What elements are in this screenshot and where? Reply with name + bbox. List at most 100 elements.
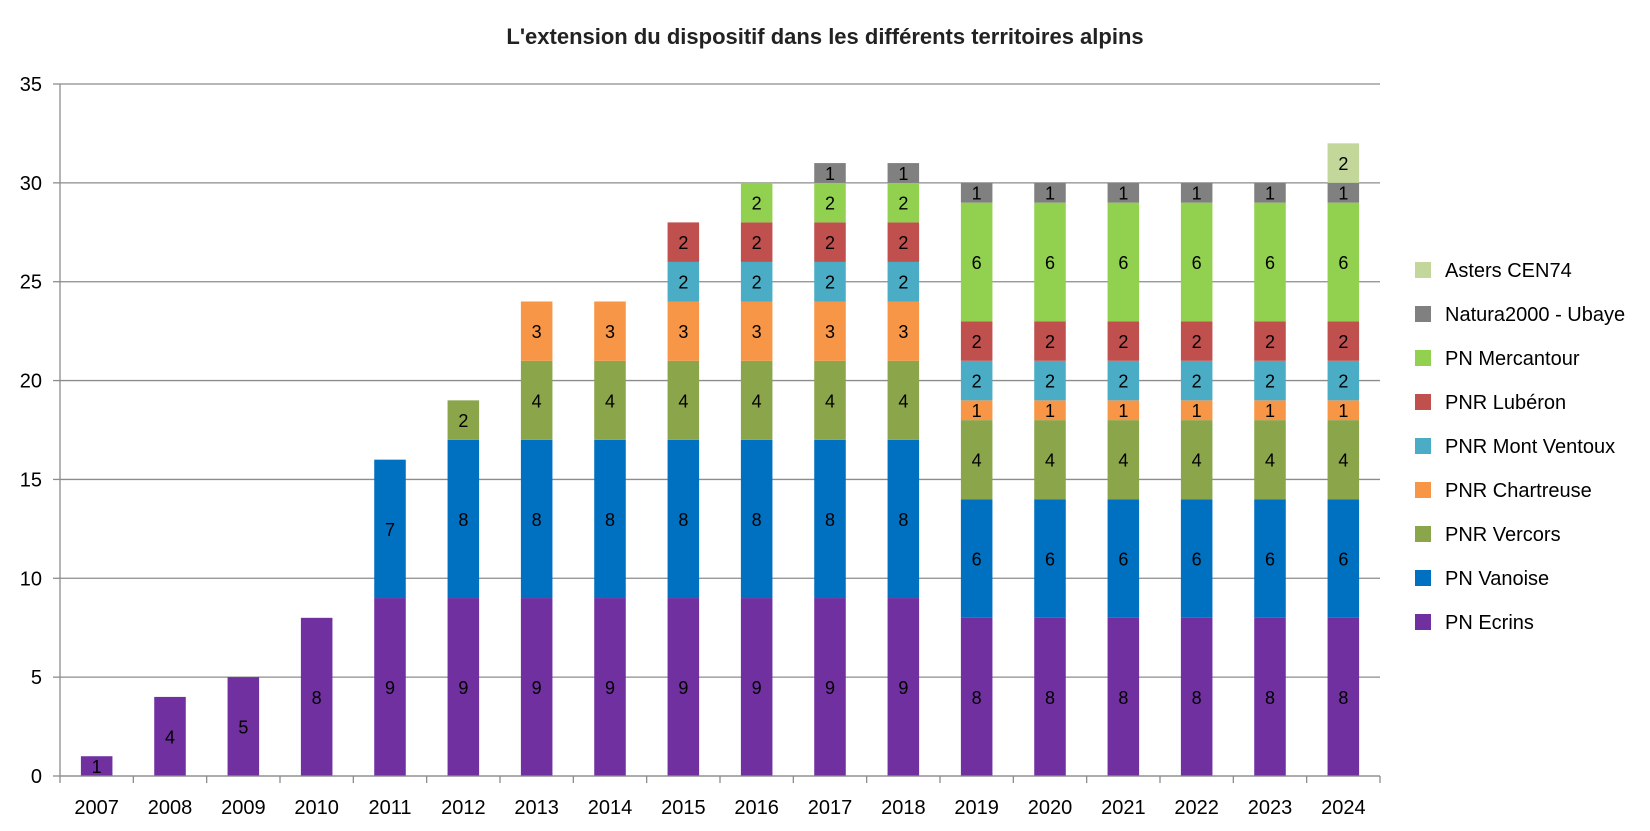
data-label: 2 [1118,372,1128,392]
data-label: 6 [1045,253,1055,273]
bar-segment [1180,321,1213,361]
bar-segment [960,400,993,421]
data-label: 4 [898,391,908,411]
legend-label: PNR Vercors [1445,524,1561,546]
y-tick-label: 10 [20,568,42,590]
data-label: 2 [1338,154,1348,174]
data-label: 8 [1118,688,1128,708]
data-label: 6 [1338,253,1348,273]
data-label: 8 [605,510,615,530]
x-tick-label: 2024 [1321,797,1366,819]
x-tick-label: 2009 [221,797,266,819]
bar-segment [1327,182,1360,203]
bar-segment [960,499,993,618]
bar-segment [1254,182,1286,203]
data-label: 2 [825,194,835,214]
data-label: 3 [898,322,908,342]
bar-segment [1107,202,1140,322]
data-label: 2 [1118,332,1128,352]
bar-segment [1180,202,1213,322]
legend-swatch [1415,394,1431,410]
data-label: 4 [972,451,982,471]
bar-segment [1327,400,1360,421]
data-label: 9 [385,678,395,698]
data-label: 8 [825,510,835,530]
y-tick-label: 0 [31,766,42,788]
bar-segment [1254,360,1286,401]
bar-segment [960,321,993,361]
bar-segment [1107,182,1140,203]
data-label: 3 [605,322,615,342]
data-label: 6 [1338,550,1348,570]
data-label: 1 [1192,184,1202,204]
legend-swatch [1415,526,1431,542]
data-label: 1 [1338,184,1348,204]
bar-segment [1327,499,1360,618]
gridlines [60,83,1380,777]
bar-segment [1254,420,1286,500]
bar-segment [374,598,406,776]
bar-segment [594,439,626,599]
bar-segment [1327,360,1360,401]
bar-segment [814,222,846,262]
data-label: 6 [1265,550,1275,570]
data-label: 1 [1118,184,1128,204]
data-label: 9 [752,678,762,698]
x-tick-label: 2013 [514,797,559,819]
data-label: 1 [1118,401,1128,421]
data-label: 6 [972,550,982,570]
bar-segment [887,360,920,440]
bar-segment [520,598,553,776]
data-label: 1 [1045,184,1055,204]
bar-segment [740,222,773,262]
data-label: 4 [605,391,615,411]
data-label: 8 [312,688,322,708]
legend-swatch [1415,438,1431,454]
data-label: 9 [532,678,542,698]
data-label: 1 [92,757,102,777]
bar-segment [1327,202,1360,322]
bar-segment [1107,499,1140,618]
data-label: 2 [1338,372,1348,392]
chart-title: L'extension du dispositif dans les diffé… [506,24,1143,49]
bar-segment [887,261,920,302]
legend-label: PNR Chartreuse [1445,480,1592,502]
bar-segment [960,360,993,401]
legend-label: PN Vanoise [1445,568,1549,590]
x-tick-label: 2019 [954,797,999,819]
bar-segment [80,756,113,776]
data-label: 6 [1118,550,1128,570]
bar-segment [887,222,920,262]
x-tick-label: 2008 [148,797,193,819]
bar-segment [520,439,553,599]
data-label: 4 [1338,451,1348,471]
data-label: 6 [1265,253,1275,273]
data-label: 3 [532,322,542,342]
bar-segment [1180,617,1213,776]
data-label: 1 [825,164,835,184]
bar-segment [1034,360,1066,401]
data-label: 8 [1338,688,1348,708]
data-label: 4 [1118,451,1128,471]
bar-segment [1180,182,1213,203]
legend-label: PNR Lubéron [1445,392,1566,414]
legend-swatch [1415,306,1431,322]
bar-segment [814,163,846,183]
data-label: 4 [1045,451,1055,471]
x-tick-label: 2007 [74,797,119,819]
bar-segment [960,182,993,203]
bar-segment [1107,617,1140,776]
bar-segment [594,301,626,361]
bar-segment [740,360,773,440]
bar-segment [960,617,993,776]
bar-segment [300,617,333,776]
data-label: 5 [238,718,248,738]
data-label: 2 [458,411,468,431]
data-label: 9 [605,678,615,698]
data-label: 1 [1265,401,1275,421]
bar-segment [1034,182,1066,203]
data-label: 3 [825,322,835,342]
data-label: 1 [972,184,982,204]
bar-segment [447,400,480,440]
